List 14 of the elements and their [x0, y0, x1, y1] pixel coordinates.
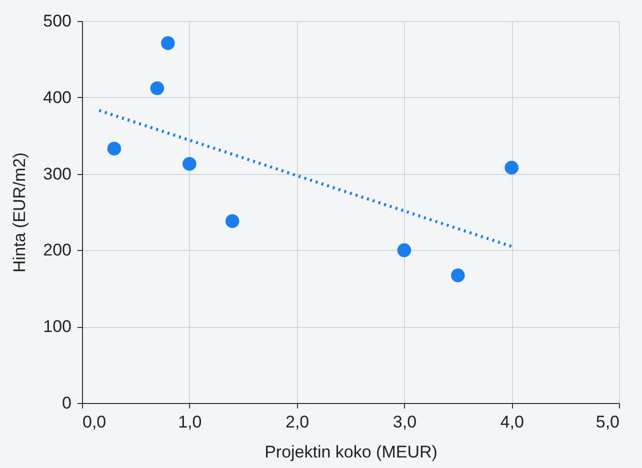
y-tick-label: 200	[43, 240, 72, 260]
y-tick-label: 400	[43, 88, 72, 107]
x-tick-label: 3,0	[392, 412, 417, 432]
y-tick-label: 500	[43, 12, 72, 30]
x-tick-label: 2,0	[285, 412, 310, 432]
x-tick-label: 1,0	[178, 412, 202, 432]
x-tick-label: 5,0	[596, 412, 620, 432]
x-axis-title: Projektin koko (MEUR)	[264, 442, 438, 462]
x-tick-label: 0,0	[82, 412, 106, 432]
y-tick-label: 0	[62, 394, 72, 412]
x-tick-label: 4,0	[500, 412, 524, 432]
y-tick-label: 300	[43, 164, 72, 184]
y-axis-title: Hinta (EUR/m2)	[10, 152, 30, 272]
y-tick-label: 100	[43, 317, 72, 336]
